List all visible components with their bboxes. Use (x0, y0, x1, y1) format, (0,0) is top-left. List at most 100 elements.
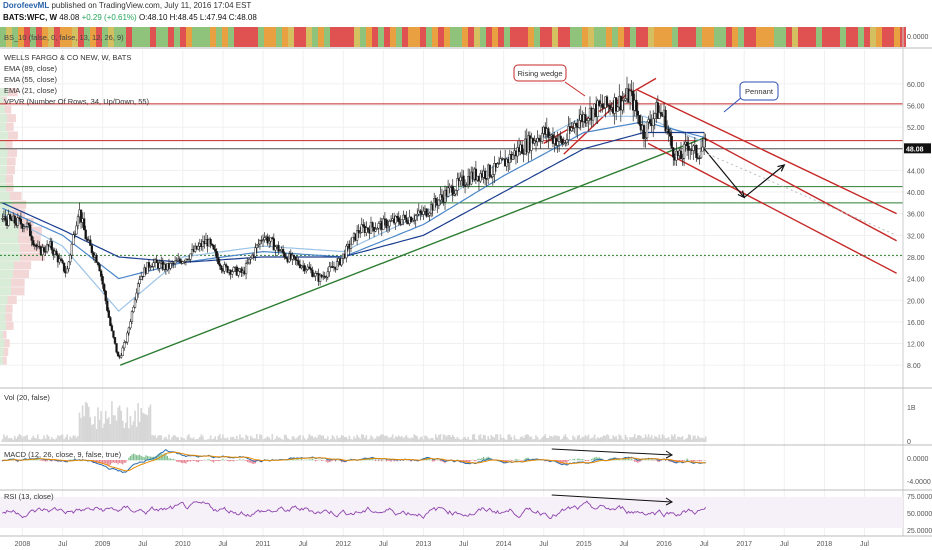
vol-bar (169, 439, 172, 442)
macd-hist (429, 458, 431, 461)
vol-bar (501, 438, 503, 442)
vol-bar (589, 438, 591, 442)
candle-body (76, 216, 80, 227)
vol-bar (598, 438, 601, 442)
strip-bar (690, 27, 696, 47)
candle-body (45, 244, 49, 253)
vol-bar (581, 436, 584, 442)
vol-bar (697, 435, 699, 442)
macd-hist (694, 460, 696, 462)
vol-bar (425, 435, 428, 442)
vol-bar (635, 438, 638, 442)
vol-bar (439, 434, 442, 442)
candle-body (656, 102, 659, 119)
macd-hist (111, 460, 113, 464)
macd-hist (641, 459, 644, 461)
rsi-tick-label: 50.0000 (907, 511, 932, 518)
candle-body (376, 228, 379, 230)
macd-hist (621, 459, 623, 461)
macd-hist (516, 459, 519, 461)
vol-bar (239, 434, 241, 442)
vol-bar (300, 439, 303, 442)
vol-bar (129, 415, 132, 442)
chart-header: DorofeevML published on TradingView.com,… (0, 0, 932, 26)
vol-bar (510, 436, 513, 442)
strip-bar (282, 27, 288, 47)
vol-bar (131, 425, 133, 442)
macd-hist (213, 460, 215, 463)
candle-body (446, 187, 450, 197)
vol-bar (237, 439, 240, 442)
macd-hist (381, 460, 383, 462)
macd-hist (481, 457, 483, 461)
vol-bar (653, 436, 656, 442)
strip-bar (672, 27, 678, 47)
vol-bar (286, 438, 289, 442)
vol-bar (541, 437, 543, 442)
strip-bar (426, 27, 432, 47)
macd-hist (216, 460, 218, 461)
macd-hist (305, 459, 307, 461)
vol-bar (387, 436, 389, 442)
candle-body (59, 258, 63, 261)
macd-hist (189, 460, 192, 462)
time-tick-label: Jul (860, 541, 869, 548)
macd-hist (98, 460, 101, 464)
time-tick-label: Jul (539, 541, 548, 548)
strip-bar (174, 27, 180, 47)
vol-bar (573, 437, 576, 442)
macd-hist (441, 460, 443, 462)
vol-bar (579, 438, 582, 442)
vol-bar (552, 436, 554, 442)
candle-body (440, 194, 444, 198)
vol-bar (182, 438, 184, 442)
macd-hist (242, 459, 244, 461)
price-tick-label: 8.00 (907, 363, 921, 370)
vp-bar (0, 321, 7, 331)
macd-hist (316, 460, 318, 461)
macd-hist (134, 454, 136, 461)
candle-body (425, 208, 428, 217)
strip-bar (624, 27, 630, 47)
vol-bar (410, 437, 412, 442)
macd-hist (668, 460, 670, 462)
strip-bar (408, 27, 414, 47)
macd-hist (243, 460, 246, 461)
macd-hist (149, 456, 152, 461)
vol-bar (524, 435, 527, 442)
candle-body (565, 139, 569, 143)
macd-hist (405, 459, 408, 461)
vp-bar (0, 157, 16, 166)
vol-bar (43, 435, 45, 442)
candle-body (571, 127, 575, 129)
price-axis: 60.0056.0052.0048.0044.0040.0036.0032.00… (0, 27, 932, 536)
candle-body (659, 112, 663, 115)
author-name[interactable]: DorofeevML (3, 1, 50, 10)
strip-bar (138, 27, 144, 47)
vol-bar (269, 439, 272, 442)
strip-bar (12, 27, 18, 47)
publish-info: published on TradingView.com, July 11, 2… (51, 1, 252, 10)
candle-body (533, 140, 536, 144)
trendline-support (120, 137, 705, 366)
vol-bar (603, 435, 605, 442)
vol-bar (192, 437, 195, 442)
vol-bar (243, 439, 246, 442)
candle-body (682, 143, 686, 159)
strip-bar (240, 27, 246, 47)
macd-hist (169, 458, 172, 461)
vol-bar (448, 434, 451, 442)
candle-body (295, 259, 299, 261)
vol-bar (669, 439, 671, 442)
strip-bar (726, 27, 732, 47)
vol-bar (408, 438, 411, 442)
macd-hist (657, 460, 659, 462)
macd-hist (598, 457, 600, 461)
macd-hist (176, 460, 178, 462)
candle-body (210, 243, 214, 246)
macd-hist (120, 460, 122, 464)
candle-body (672, 147, 675, 158)
vol-bar (163, 437, 166, 442)
time-tick-label: 2012 (335, 541, 351, 548)
